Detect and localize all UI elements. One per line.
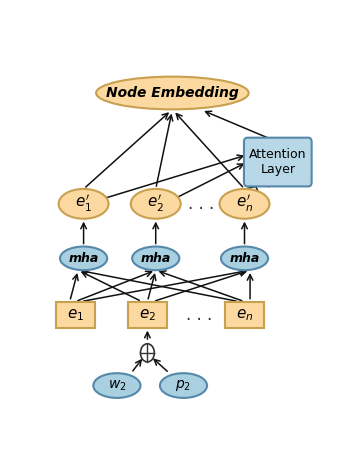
Ellipse shape <box>221 246 268 270</box>
Ellipse shape <box>132 246 179 270</box>
Text: $p_2$: $p_2$ <box>175 378 192 393</box>
FancyBboxPatch shape <box>128 302 167 328</box>
Text: mha: mha <box>229 252 260 265</box>
Text: $e_2$: $e_2$ <box>139 307 156 322</box>
Text: $e_n'$: $e_n'$ <box>236 193 253 214</box>
Ellipse shape <box>59 189 108 219</box>
Circle shape <box>140 344 154 362</box>
Ellipse shape <box>131 189 181 219</box>
Text: . . .: . . . <box>185 306 212 324</box>
Ellipse shape <box>93 373 140 398</box>
Ellipse shape <box>96 76 249 110</box>
Text: Node Embedding: Node Embedding <box>106 86 239 100</box>
Ellipse shape <box>160 373 207 398</box>
Text: Attention
Layer: Attention Layer <box>249 148 306 176</box>
FancyBboxPatch shape <box>225 302 264 328</box>
FancyBboxPatch shape <box>56 302 95 328</box>
Text: $w_2$: $w_2$ <box>108 379 126 393</box>
Ellipse shape <box>60 246 107 270</box>
Text: $e_1'$: $e_1'$ <box>75 193 92 214</box>
Ellipse shape <box>219 189 270 219</box>
Text: $e_1$: $e_1$ <box>67 307 84 322</box>
Text: $e_n$: $e_n$ <box>236 307 253 322</box>
Text: mha: mha <box>141 252 171 265</box>
FancyBboxPatch shape <box>244 138 312 186</box>
Text: . . .: . . . <box>188 195 215 213</box>
Text: mha: mha <box>68 252 99 265</box>
Text: $e_2'$: $e_2'$ <box>147 193 164 214</box>
